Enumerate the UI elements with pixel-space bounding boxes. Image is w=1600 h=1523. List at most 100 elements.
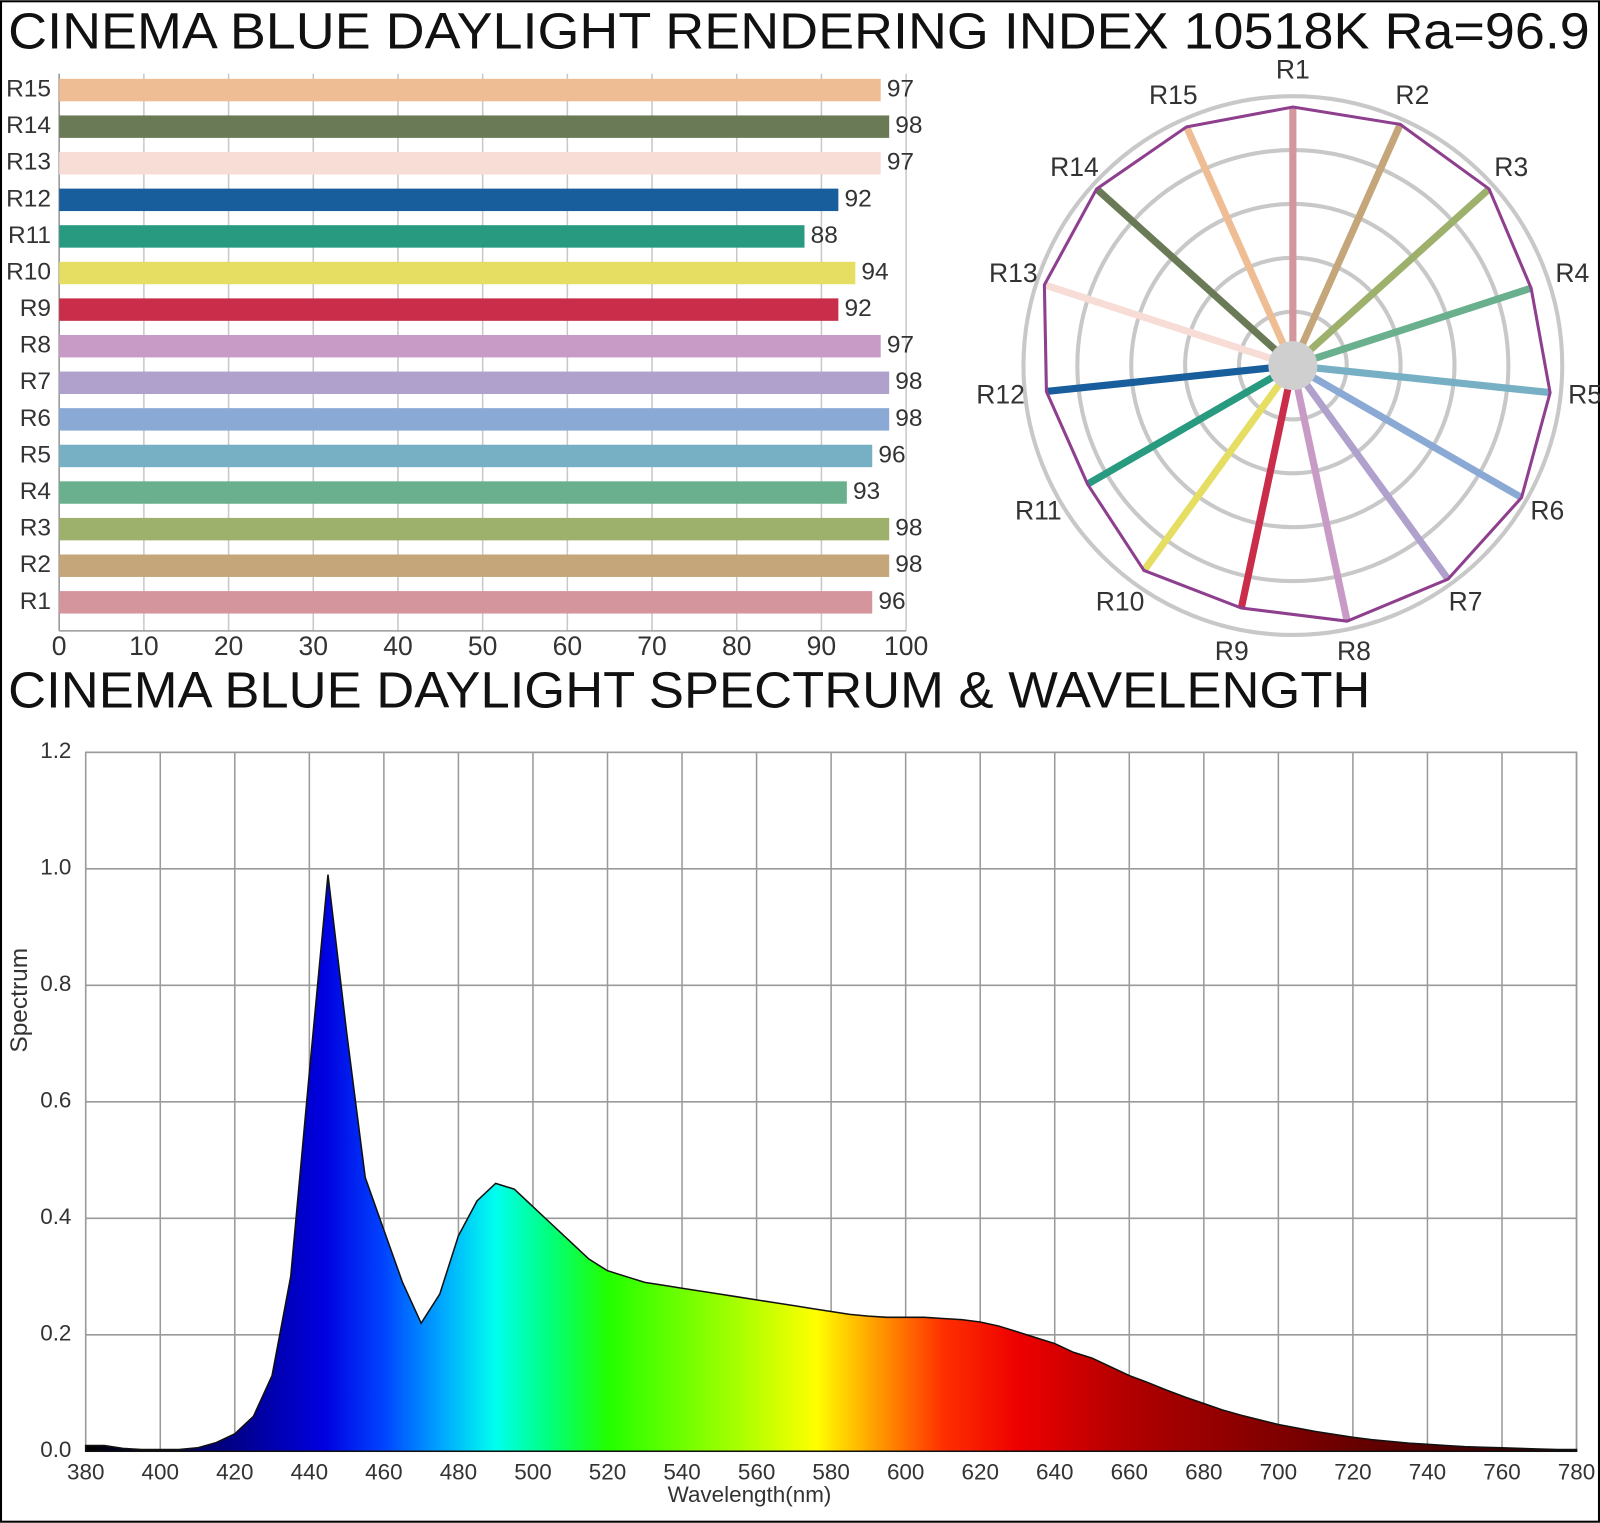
y-tick-label: R5 [20, 441, 51, 468]
bar [59, 152, 881, 175]
y-tick-label: R1 [20, 588, 51, 615]
y-axis-label: Spectrum [6, 948, 33, 1053]
y-tick-label: R8 [20, 332, 51, 359]
value-label: 96 [878, 588, 905, 615]
spoke [1289, 364, 1351, 622]
chart-title: CINEMA BLUE DAYLIGHT SPECTRUM & WAVELENG… [8, 662, 1370, 719]
y-tick-label: R13 [6, 149, 51, 176]
x-tick-label: 60 [553, 631, 583, 661]
axis-label: R4 [1555, 258, 1589, 288]
value-label: 98 [895, 515, 922, 542]
bar [59, 591, 873, 614]
x-tick-label: 420 [216, 1460, 253, 1485]
y-tick-label: 0.4 [40, 1204, 71, 1229]
x-tick-label: 20 [214, 631, 244, 661]
y-tick-label: 0.0 [40, 1437, 71, 1462]
x-tick-label: 400 [142, 1460, 179, 1485]
axis-label: R6 [1530, 496, 1564, 526]
spoke [1183, 125, 1297, 368]
value-label: 98 [895, 551, 922, 578]
y-tick-label: 1.0 [40, 855, 71, 880]
axis-label: R13 [989, 258, 1038, 288]
bar [59, 444, 873, 468]
spoke [1290, 186, 1492, 369]
y-tick-label: R14 [6, 112, 51, 139]
value-label: 98 [895, 368, 922, 395]
spoke [1237, 364, 1297, 609]
axis-label: R5 [1568, 379, 1600, 409]
bar [59, 481, 847, 504]
value-label: 97 [887, 76, 914, 103]
value-label: 98 [895, 405, 922, 432]
value-label: 88 [811, 222, 838, 249]
y-tick-label: R3 [20, 515, 51, 542]
x-tick-label: 100 [884, 631, 928, 661]
grid-ring [1021, 94, 1565, 638]
bar [59, 408, 890, 431]
y-tick-label: 0.2 [40, 1321, 71, 1346]
y-tick-label: R7 [20, 368, 51, 395]
value-label: 93 [853, 478, 880, 505]
axis-label: R14 [1050, 152, 1099, 182]
x-tick-label: 380 [67, 1460, 104, 1485]
value-label: 92 [844, 185, 871, 212]
x-tick-label: 40 [383, 631, 413, 661]
axis-label: R7 [1449, 586, 1483, 616]
value-label: 94 [861, 258, 888, 285]
axis-label: R2 [1395, 80, 1429, 110]
x-tick-label: 720 [1334, 1460, 1371, 1485]
bar [59, 517, 890, 541]
bar [59, 115, 890, 138]
x-tick-label: 10 [129, 631, 159, 661]
x-tick-label: 70 [637, 631, 667, 661]
x-tick-label: 620 [961, 1460, 998, 1485]
axis-label: R9 [1215, 636, 1249, 666]
value-label: 97 [887, 332, 914, 359]
spoke [1085, 362, 1295, 488]
y-tick-label: R2 [20, 551, 51, 578]
axis-label: R3 [1494, 152, 1528, 182]
spoke [1291, 284, 1533, 369]
x-tick-label: 780 [1558, 1460, 1595, 1485]
x-tick-label: 500 [514, 1460, 551, 1485]
bar [59, 298, 839, 321]
bar [59, 261, 856, 285]
y-tick-label: R10 [6, 258, 51, 285]
axis-label: R11 [1015, 496, 1062, 526]
bar [59, 334, 881, 358]
hub [1268, 341, 1318, 391]
spoke [1289, 122, 1404, 368]
x-tick-label: 600 [887, 1460, 924, 1485]
spoke [1046, 362, 1294, 396]
x-tick-label: 520 [589, 1460, 626, 1485]
x-tick-label: 50 [468, 631, 498, 661]
bar [59, 78, 881, 102]
value-label: 98 [895, 112, 922, 139]
x-tick-label: 760 [1483, 1460, 1520, 1485]
spoke [1291, 362, 1524, 501]
spoke [1043, 281, 1294, 369]
x-tick-label: 440 [291, 1460, 328, 1485]
bar [59, 188, 839, 212]
y-tick-label: R11 [8, 222, 51, 249]
spoke [1292, 362, 1551, 397]
y-tick-label: 0.6 [40, 1088, 71, 1113]
bar [59, 371, 890, 395]
y-tick-label: R12 [6, 185, 51, 212]
value-label: 97 [887, 149, 914, 176]
y-tick-label: 1.2 [40, 738, 71, 763]
bar [59, 225, 805, 248]
spoke [1141, 363, 1296, 573]
x-axis-label: Wavelength(nm) [668, 1482, 832, 1507]
x-tick-label: 80 [722, 631, 751, 661]
x-tick-label: 740 [1409, 1460, 1446, 1485]
axis-label: R12 [976, 379, 1025, 409]
x-tick-label: 580 [812, 1460, 849, 1485]
axis-label: R10 [1096, 586, 1145, 616]
y-tick-label: R9 [20, 295, 51, 322]
value-label: 96 [878, 441, 905, 468]
axis-label: R1 [1276, 55, 1310, 85]
x-tick-label: 660 [1111, 1460, 1148, 1485]
y-tick-label: 0.8 [40, 971, 71, 996]
